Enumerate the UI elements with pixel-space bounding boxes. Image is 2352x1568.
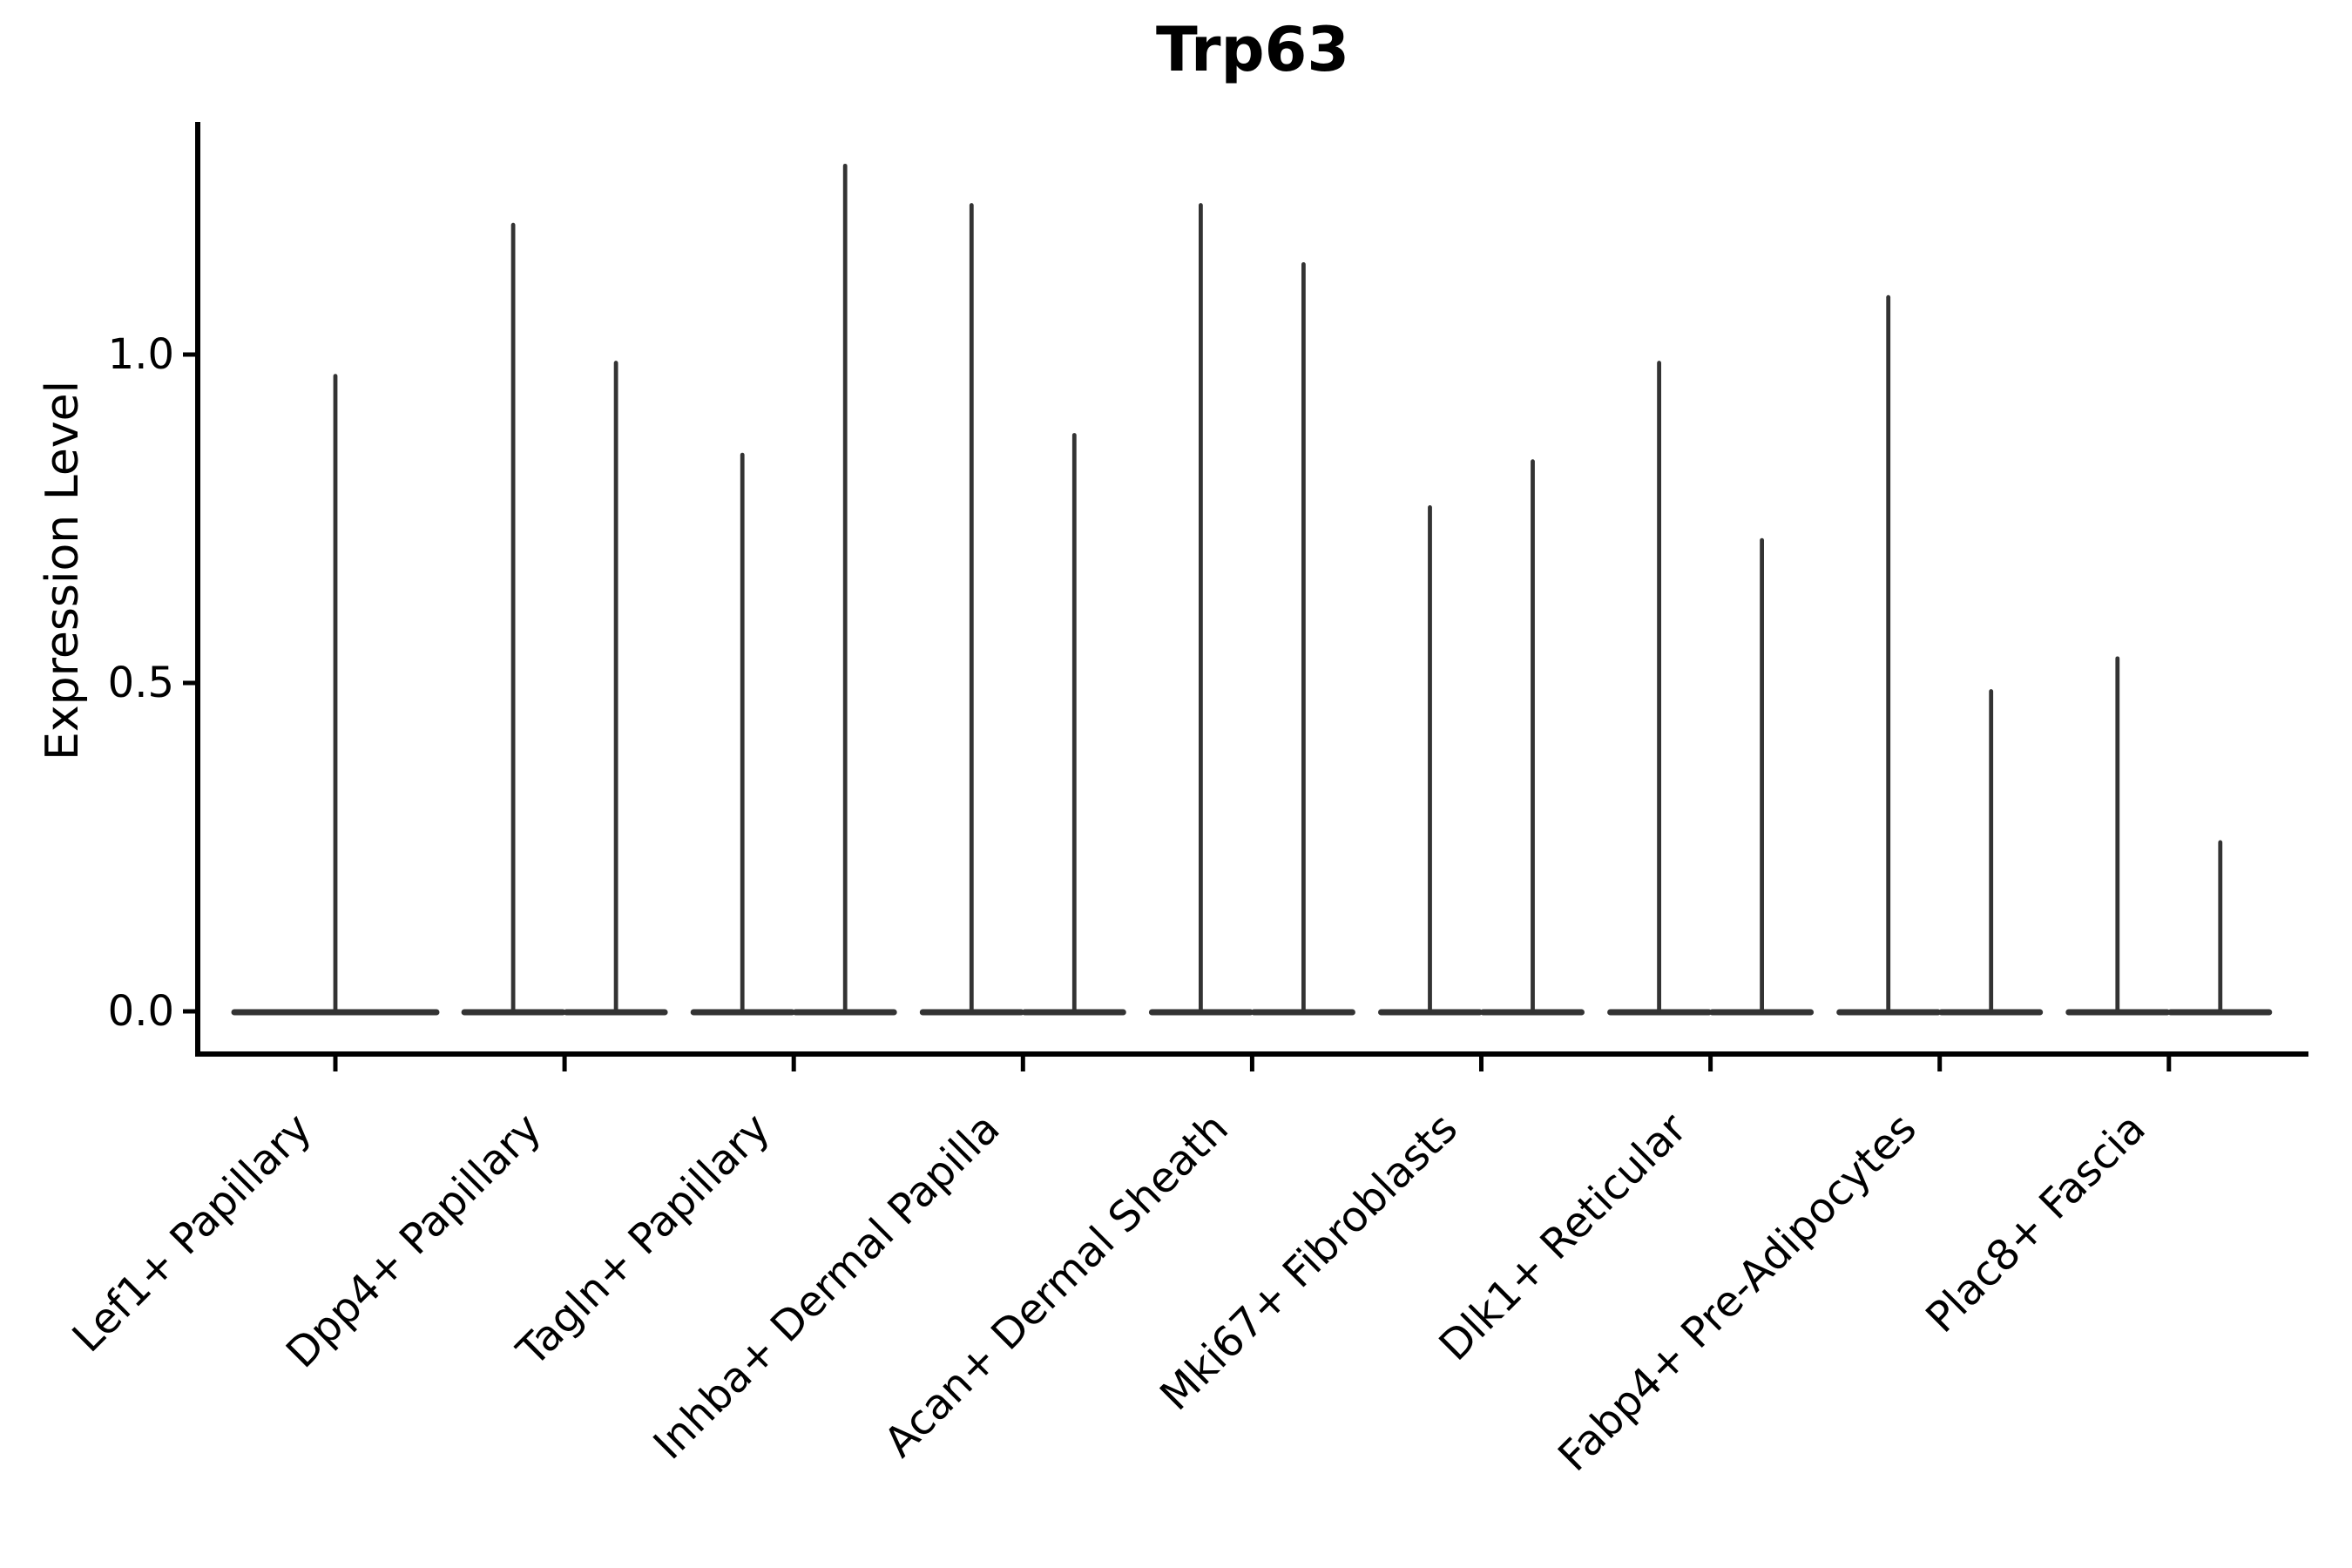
chart-title: Trp63 xyxy=(1155,14,1350,85)
y-tick-label: 1.0 xyxy=(107,330,174,379)
y-tick-label: 0.0 xyxy=(107,987,174,1036)
y-tick-label: 0.5 xyxy=(107,659,174,707)
